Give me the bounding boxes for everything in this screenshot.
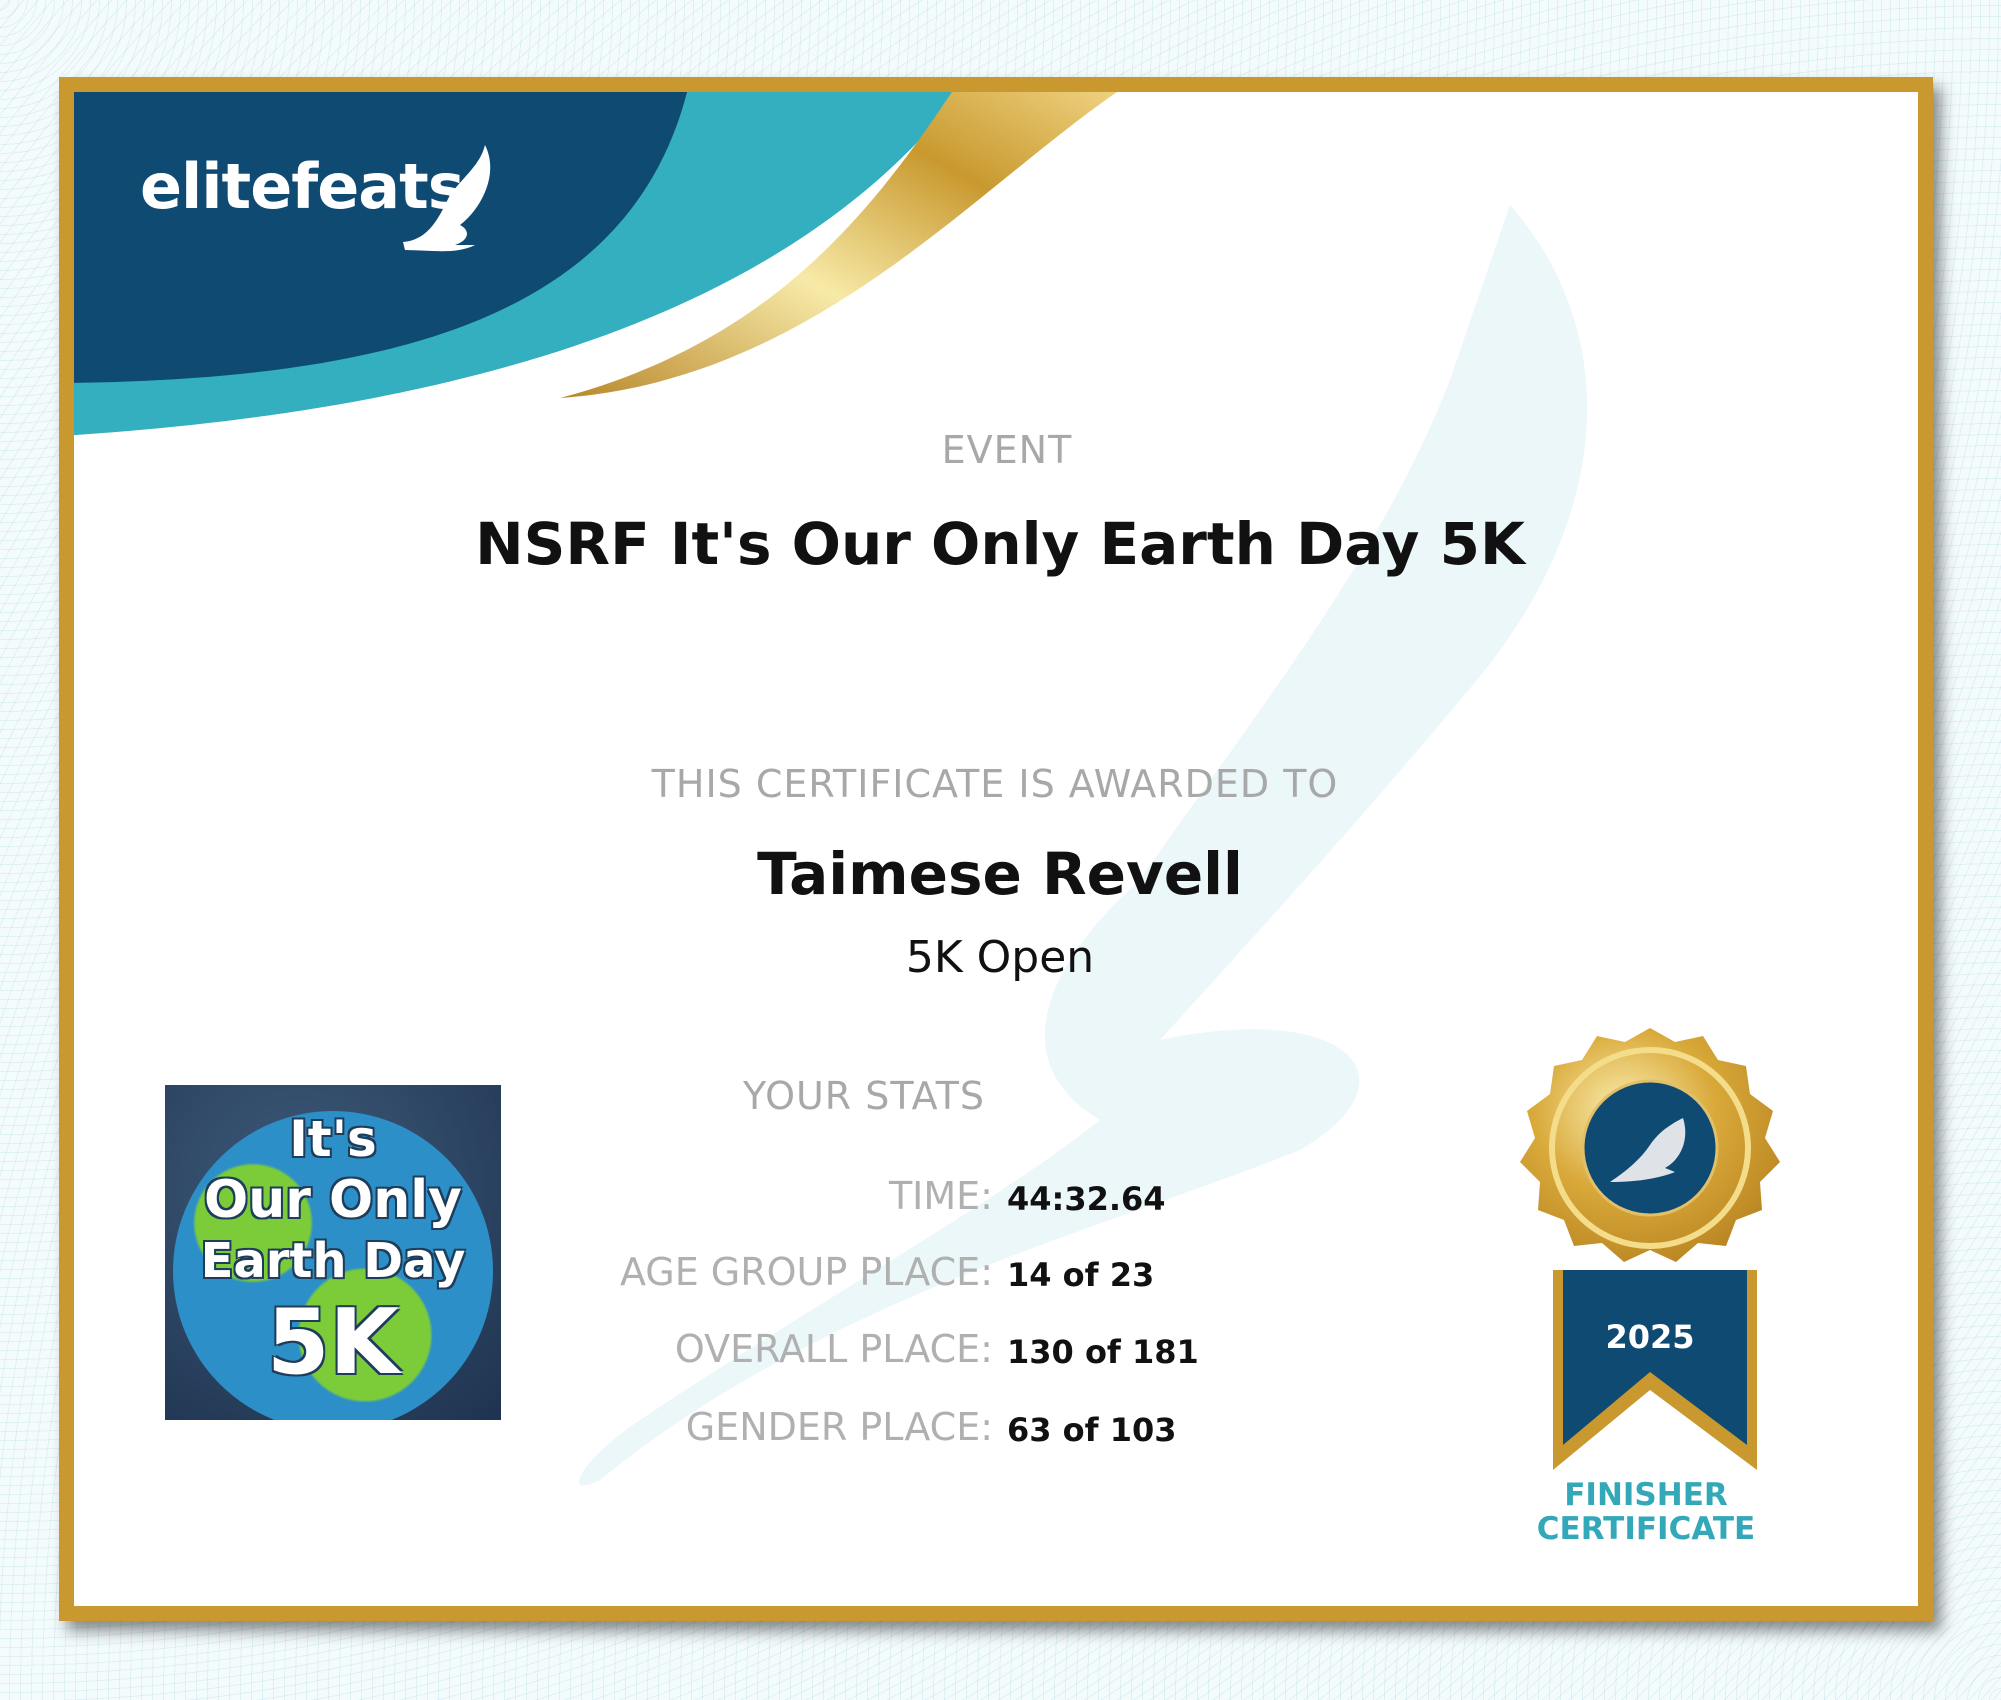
medal-year: 2025 xyxy=(1605,1318,1695,1356)
certificate-frame: elitefeats EVENT NSRF It's Our Only Eart… xyxy=(59,77,1933,1621)
finisher-caption: FINISHER CERTIFICATE xyxy=(1537,1478,1755,1546)
logo-wing-icon xyxy=(403,145,491,252)
overall-place-label: OVERALL PLACE: xyxy=(674,1327,993,1371)
watermark-wing-icon xyxy=(579,205,1588,1486)
event-image-text: 5K xyxy=(266,1290,400,1395)
header-swoosh xyxy=(74,92,1780,1486)
time-value: 44:32.64 xyxy=(1007,1180,1166,1218)
event-name: NSRF It's Our Only Earth Day 5K xyxy=(475,510,1525,578)
event-label: EVENT xyxy=(941,428,1073,472)
event-logo-image: It's Our Only Earth Day 5K xyxy=(165,1085,501,1420)
time-label: TIME: xyxy=(888,1174,993,1218)
finisher-caption-line1: FINISHER xyxy=(1564,1477,1728,1513)
gold-swoosh xyxy=(560,92,1118,398)
event-image-text: Our Only xyxy=(204,1170,462,1230)
overall-place-value: 130 of 181 xyxy=(1007,1333,1199,1371)
winged-foot-icon xyxy=(1610,1118,1686,1182)
gender-place-label: GENDER PLACE: xyxy=(685,1405,993,1449)
event-image-text: Earth Day xyxy=(200,1233,466,1289)
globe-icon xyxy=(173,1111,493,1420)
finisher-caption-line2: CERTIFICATE xyxy=(1536,1511,1756,1547)
finisher-medal xyxy=(1520,1028,1780,1470)
event-image-text: It's xyxy=(289,1110,377,1168)
awarded-to-label: THIS CERTIFICATE IS AWARDED TO xyxy=(651,762,1339,806)
division: 5K Open xyxy=(905,932,1095,983)
stats-label: YOUR STATS xyxy=(742,1074,986,1118)
recipient-name: Taimese Revell xyxy=(757,840,1243,908)
gender-place-value: 63 of 103 xyxy=(1007,1411,1177,1449)
navy-swoosh xyxy=(74,92,687,383)
age-group-place-value: 14 of 23 xyxy=(1007,1256,1155,1294)
age-group-place-label: AGE GROUP PLACE: xyxy=(619,1250,993,1294)
elitefeats-logo: elitefeats xyxy=(140,150,465,223)
